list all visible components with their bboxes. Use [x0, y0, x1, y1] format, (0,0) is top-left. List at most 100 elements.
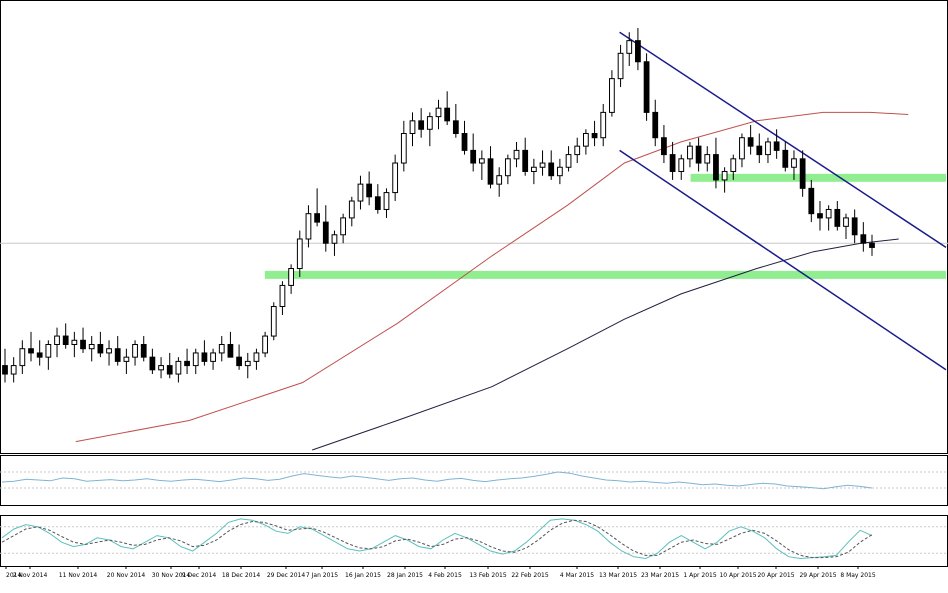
candle-bearish — [470, 149, 477, 164]
candle-bearish — [236, 356, 242, 367]
x-tick-label: 22 Feb 2015 — [511, 572, 549, 579]
candle-bearish — [444, 107, 451, 122]
candle-bearish — [747, 137, 754, 147]
candle-bullish — [504, 158, 511, 177]
candle-bearish — [652, 111, 659, 139]
moving-average-slow — [312, 238, 899, 451]
candle-bearish — [374, 196, 381, 210]
candle-bearish — [461, 133, 468, 151]
candle-bearish — [140, 344, 147, 358]
candle-bearish — [36, 352, 43, 358]
candle-bullish — [409, 120, 416, 134]
candle-bullish — [426, 116, 433, 130]
candle-bullish — [617, 52, 624, 80]
x-tick-label: 13 Mar 2015 — [599, 572, 637, 579]
candle-bullish — [218, 344, 225, 354]
candle-bullish — [478, 158, 485, 164]
moving-average-fast — [75, 111, 909, 443]
x-tick-label: 16 Jan 2015 — [345, 572, 381, 579]
candle-bearish — [522, 149, 529, 172]
candle-bullish — [678, 158, 685, 172]
candle-bullish — [496, 175, 503, 185]
candle-bullish — [296, 238, 303, 270]
x-tick-label: 29 Dec 2014 — [267, 572, 306, 579]
candle-bullish — [262, 335, 268, 354]
x-tick-label: 4 Feb 2015 — [428, 572, 462, 579]
x-tick-label: 8 May 2015 — [840, 572, 875, 579]
candle-bullish — [71, 339, 78, 345]
candle-bullish — [704, 154, 711, 164]
x-tick-label: 4 Mar 2015 — [560, 572, 594, 579]
candle-bearish — [643, 61, 650, 113]
candle-bullish — [556, 166, 563, 177]
candle-bullish — [270, 306, 277, 337]
candle-bearish — [227, 344, 234, 358]
candle-bearish — [695, 145, 702, 164]
candle-bullish — [513, 149, 520, 160]
candle-bearish — [799, 158, 806, 189]
stochastic-series-0 — [1, 518, 873, 560]
candle-bearish — [782, 149, 789, 168]
x-tick-label: 1 Apr 2015 — [683, 572, 716, 579]
candle-bearish — [834, 208, 841, 227]
candle-bullish — [288, 268, 294, 286]
candle-bullish — [123, 356, 130, 362]
candle-bullish — [10, 365, 17, 375]
candle-bullish — [392, 162, 399, 194]
candle-bullish — [600, 111, 607, 139]
candle-bullish — [357, 183, 364, 202]
candle-bearish — [149, 356, 156, 371]
candle-bearish — [114, 348, 121, 362]
candle-bearish — [773, 141, 780, 151]
candle-bullish — [106, 348, 112, 354]
candle-bullish — [791, 158, 797, 168]
candle-bearish — [817, 213, 823, 219]
candle-bullish — [400, 133, 407, 164]
candle-bullish — [88, 344, 95, 350]
stochastic-series-1 — [1, 519, 873, 559]
channel-lower-line — [619, 149, 947, 371]
candle-bearish — [322, 221, 329, 244]
candle-bearish — [314, 213, 321, 223]
candle-bullish — [730, 158, 737, 172]
x-tick-label: 11 Nov 2014 — [59, 572, 98, 579]
candle-bullish — [305, 213, 312, 240]
candle-bullish — [530, 166, 537, 172]
x-tick-label: 28 Jan 2015 — [387, 572, 423, 579]
candle-bullish — [192, 352, 199, 367]
candle-bullish — [244, 360, 251, 367]
candle-bearish — [366, 183, 373, 198]
candle-bullish — [132, 344, 138, 358]
candle-bullish — [721, 170, 728, 181]
candle-bullish — [843, 217, 849, 227]
candle-bullish — [539, 162, 546, 168]
x-tick-label: 13 Feb 2015 — [469, 572, 507, 579]
candle-bullish — [175, 360, 182, 375]
candle-bullish — [54, 335, 60, 345]
candle-bullish — [687, 145, 693, 160]
candle-bearish — [452, 120, 459, 134]
candle-bullish — [765, 141, 771, 156]
candle-bullish — [739, 137, 745, 160]
candle-bullish — [19, 348, 26, 367]
candle-bearish — [669, 154, 676, 172]
candle-bullish — [825, 208, 832, 219]
channel-upper-line — [619, 31, 947, 249]
candle-bearish — [166, 365, 173, 375]
candle-bearish — [418, 120, 425, 130]
candle-bearish — [184, 360, 190, 367]
candle-bullish — [383, 192, 390, 210]
candle-bearish — [62, 335, 69, 345]
x-tick-label: 9 Dec 2014 — [182, 572, 217, 579]
candle-bullish — [253, 352, 260, 362]
x-tick-label: 10 Apr 2015 — [719, 572, 756, 579]
main-price-pane — [0, 0, 948, 454]
x-tick-label: 20 Nov 2014 — [107, 572, 146, 579]
support-resistance-zone-1 — [264, 270, 946, 279]
x-tick-label: 7 Jan 2015 — [306, 572, 338, 579]
candle-bearish — [635, 40, 641, 63]
candle-bullish — [574, 145, 581, 156]
